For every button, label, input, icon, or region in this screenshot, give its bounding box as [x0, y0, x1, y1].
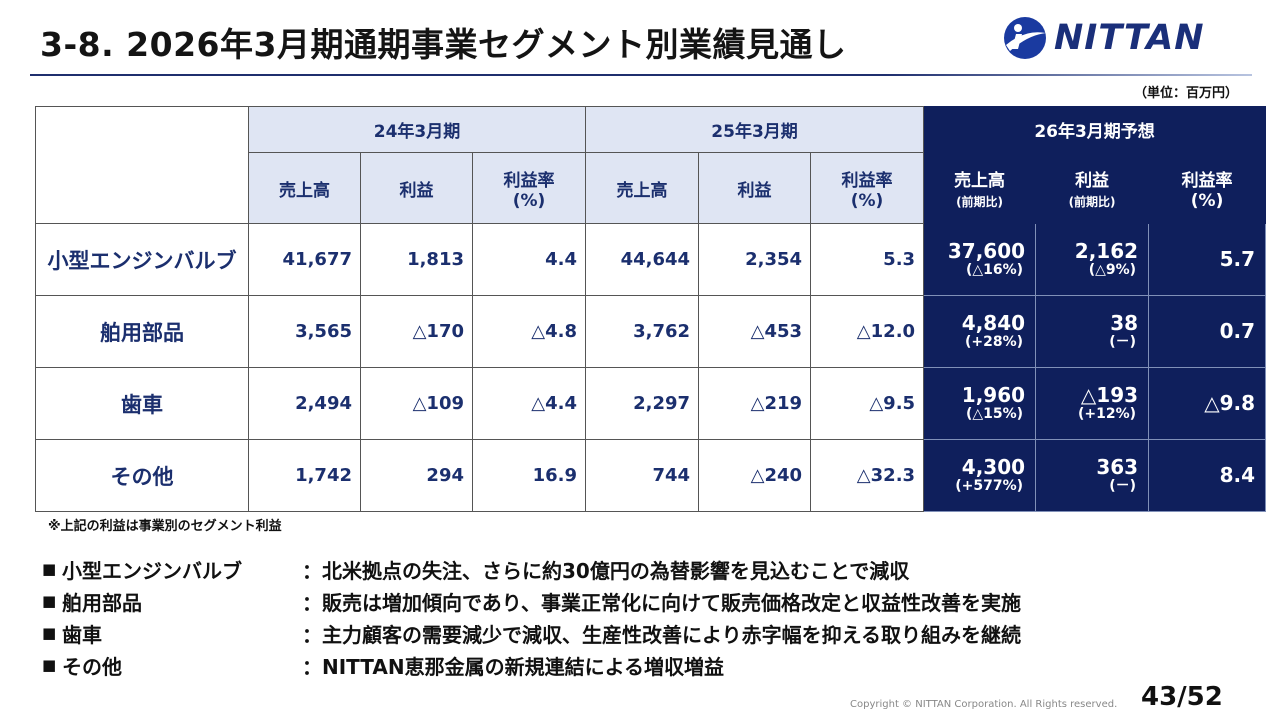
row-label: 小型エンジンバルブ [35, 223, 249, 296]
period-header-fy25: 25年3月期 [585, 106, 925, 153]
table-row: その他 1,742 294 16.9 744 △240 △32.3 4,300(… [35, 439, 1267, 512]
segment-table: 24年3月期 25年3月期 26年3月期予想 売上高 利益 利益率 (%) 売上高… [35, 106, 1267, 512]
cell-profit-fy26: 363 (－) [1035, 439, 1150, 512]
cell-sales-fy26: 1,960 (△15%) [923, 367, 1037, 440]
row-label: 歯車 [35, 367, 249, 440]
cell-rate-fy25: 5.3 [810, 223, 925, 296]
cell-sales-fy24: 2,494 [248, 367, 361, 440]
commentary-list: ■ 小型エンジンバルブ ：北米拠点の失注、さらに約30億円の為替影響を見込むこと… [42, 553, 1021, 681]
segment-name: 小型エンジンバルブ [62, 558, 242, 583]
cell-rate-fy24: 4.4 [471, 223, 587, 296]
square-bullet-icon: ■ [42, 592, 57, 610]
cell-profit-fy24: 1,813 [360, 223, 473, 296]
cell-profit-fy25: △219 [698, 367, 812, 440]
cell-sales-fy24: 3,565 [248, 295, 361, 368]
footnote: ※上記の利益は事業別のセグメント利益 [48, 519, 282, 534]
cell-sales-fy25: 2,297 [585, 367, 700, 440]
square-bullet-icon: ■ [42, 560, 57, 578]
cell-rate-fy25: △9.5 [810, 367, 925, 440]
cell-sales-fy24: 1,742 [248, 439, 361, 512]
table-corner [35, 106, 249, 224]
segment-comment: ：NITTAN恵那金属の新規連結による増収増益 [302, 654, 724, 679]
cell-rate-fy26: △9.8 [1148, 367, 1267, 440]
cell-rate-fy25: △12.0 [810, 295, 925, 368]
cell-rate-fy26: 8.4 [1148, 439, 1267, 512]
col-profit-fy24: 利益 [360, 152, 473, 224]
cell-rate-fy24: △4.4 [471, 367, 587, 440]
cell-rate-fy25: △32.3 [810, 439, 925, 512]
col-rate-fy25: 利益率 (%) [810, 152, 925, 224]
cell-sales-fy25: 44,644 [585, 223, 700, 296]
col-profit-fy26: 利益 (前期比) [1035, 152, 1150, 224]
unit-label: （単位：百万円） [1133, 86, 1238, 101]
cell-sales-fy24: 41,677 [248, 223, 361, 296]
table-row: 歯車 2,494 △109 △4.4 2,297 △219 △9.5 1,960… [35, 367, 1267, 440]
cell-profit-fy24: △170 [360, 295, 473, 368]
cell-rate-fy24: 16.9 [471, 439, 587, 512]
list-item: ■ その他 ：NITTAN恵那金属の新規連結による増収増益 [42, 649, 1021, 681]
cell-profit-fy24: △109 [360, 367, 473, 440]
square-bullet-icon: ■ [42, 656, 57, 674]
nittan-logo-icon [1004, 17, 1046, 59]
page-number: 43/52 [1141, 682, 1223, 712]
col-rate-fy24: 利益率 (%) [471, 152, 587, 224]
cell-sales-fy25: 3,762 [585, 295, 700, 368]
cell-rate-fy26: 5.7 [1148, 223, 1267, 296]
segment-comment: ：北米拠点の失注、さらに約30億円の為替影響を見込むことで減収 [302, 558, 910, 583]
cell-profit-fy26: 38 (－) [1035, 295, 1150, 368]
list-item: ■ 小型エンジンバルブ ：北米拠点の失注、さらに約30億円の為替影響を見込むこと… [42, 553, 1021, 585]
cell-sales-fy26: 4,840 (+28%) [923, 295, 1037, 368]
period-header-fy26: 26年3月期予想 [923, 106, 1267, 153]
cell-sales-fy26: 4,300 (+577%) [923, 439, 1037, 512]
list-item: ■ 舶用部品 ：販売は増加傾向であり、事業正常化に向けて販売価格改定と収益性改善… [42, 585, 1021, 617]
logo-wordmark: NITTAN [1054, 18, 1205, 58]
cell-sales-fy25: 744 [585, 439, 700, 512]
segment-comment: ：主力顧客の需要減少で減収、生産性改善により赤字幅を抑える取り組みを継続 [302, 622, 1021, 647]
copyright-notice: Copyright © NITTAN Corporation. All Righ… [850, 699, 1118, 710]
col-sales-fy25: 売上高 [585, 152, 700, 224]
row-label: その他 [35, 439, 249, 512]
cell-sales-fy26: 37,600 (△16%) [923, 223, 1037, 296]
segment-name: その他 [62, 654, 122, 679]
cell-rate-fy24: △4.8 [471, 295, 587, 368]
list-item: ■ 歯車 ：主力顧客の需要減少で減収、生産性改善により赤字幅を抑える取り組みを継… [42, 617, 1021, 649]
cell-profit-fy25: 2,354 [698, 223, 812, 296]
segment-comment: ：販売は増加傾向であり、事業正常化に向けて販売価格改定と収益性改善を実施 [302, 590, 1021, 615]
company-logo: NITTAN [1002, 14, 1256, 62]
row-label: 舶用部品 [35, 295, 249, 368]
col-sales-fy26: 売上高 (前期比) [923, 152, 1037, 224]
col-profit-fy25: 利益 [698, 152, 812, 224]
cell-rate-fy26: 0.7 [1148, 295, 1267, 368]
cell-profit-fy26: △193 (+12%) [1035, 367, 1150, 440]
table-row: 小型エンジンバルブ 41,677 1,813 4.4 44,644 2,354 … [35, 223, 1267, 296]
cell-profit-fy26: 2,162 (△9%) [1035, 223, 1150, 296]
cell-profit-fy25: △240 [698, 439, 812, 512]
col-rate-fy26: 利益率 (%) [1148, 152, 1267, 224]
cell-profit-fy24: 294 [360, 439, 473, 512]
table-row: 舶用部品 3,565 △170 △4.8 3,762 △453 △12.0 4,… [35, 295, 1267, 368]
title-divider [30, 74, 1252, 76]
cell-profit-fy25: △453 [698, 295, 812, 368]
segment-name: 舶用部品 [62, 590, 142, 615]
page-title: 3-8. 2026年3月期通期事業セグメント別業績見通し [40, 25, 847, 64]
col-sales-fy24: 売上高 [248, 152, 361, 224]
period-header-fy24: 24年3月期 [247, 106, 587, 153]
segment-name: 歯車 [62, 622, 102, 647]
square-bullet-icon: ■ [42, 624, 57, 642]
